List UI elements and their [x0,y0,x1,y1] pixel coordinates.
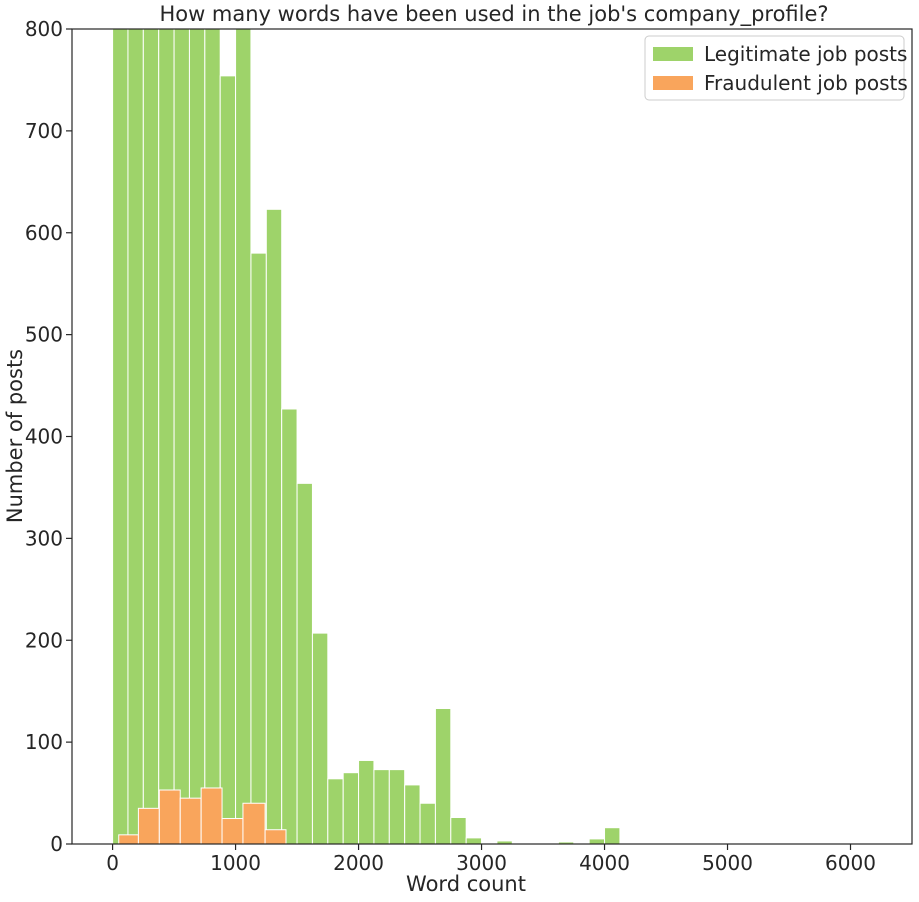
histogram-bar-legitimate-19 [404,784,421,845]
x-tick-label: 3000 [456,851,507,875]
histogram-bar-legitimate-5 [188,28,206,845]
histogram-bar-legitimate-6 [204,28,221,845]
histogram-bar-legitimate-4 [173,28,190,845]
histogram-bar-legitimate-0 [112,28,129,845]
y-tick-label: 300 [25,526,63,550]
y-tick-label: 200 [25,628,63,652]
x-axis-title: Word count [406,872,526,896]
histogram-bar-fraudulent-1 [137,807,160,845]
legend: Legitimate job posts Fraudulent job posts [644,35,908,101]
legend-label: Legitimate job posts [704,42,907,66]
x-tick-label: 1000 [210,851,261,875]
histogram-bar-legitimate-32 [604,827,621,845]
legend-swatch [653,47,693,61]
x-tick-label: 4000 [579,851,630,875]
histogram-bar-legitimate-2 [142,28,160,845]
histogram-bar-legitimate-16 [358,759,375,845]
legend-box [644,35,905,101]
histogram-bar-legitimate-10 [265,208,283,845]
histogram-bar-legitimate-11 [281,408,298,845]
histogram-bar-legitimate-12 [296,482,313,845]
histogram-bar-legitimate-23 [465,837,483,845]
histogram-bar-fraudulent-0 [118,834,139,845]
histogram-bar-legitimate-1 [127,28,144,845]
y-tick-label: 800 [25,17,63,41]
histogram-bar-legitimate-31 [588,838,606,845]
histogram-bar-legitimate-9 [250,252,267,845]
y-tick-label: 700 [25,119,63,143]
histogram-bar-legitimate-20 [419,802,436,845]
y-tick-label: 400 [25,425,63,449]
x-tick-label: 6000 [825,851,876,875]
histogram-bar-legitimate-13 [311,632,329,845]
legend-label: Fraudulent job posts [704,71,908,95]
y-tick-label: 600 [25,221,63,245]
x-tick-label: 0 [106,851,119,875]
histogram-bar-fraudulent-6 [242,802,266,845]
histogram-bar-fraudulent-7 [264,829,287,845]
histogram-bar-legitimate-14 [327,778,344,845]
x-tick-label: 2000 [333,851,384,875]
histogram-bar-legitimate-21 [434,708,452,845]
x-axis: 0 1000 2000 3000 4000 5000 6000 [106,844,876,875]
histogram-bar-fraudulent-3 [179,797,202,845]
histogram-bar-legitimate-18 [388,769,406,845]
bars-layer [112,28,621,845]
histogram-bar-legitimate-22 [450,817,467,845]
histogram-bar-legitimate-3 [158,28,175,845]
histogram-bar-fraudulent-4 [200,787,223,845]
histogram-bar-fraudulent-5 [221,818,244,845]
y-tick-label: 100 [25,730,63,754]
y-axis: 0 100 200 300 400 500 600 700 800 [25,17,72,856]
y-tick-label: 500 [25,323,63,347]
chart-title: How many words have been used in the job… [159,2,828,27]
legend-swatch [653,76,693,90]
histogram-bar-legitimate-8 [235,28,252,845]
x-tick-label: 5000 [702,851,753,875]
histogram-bar-fraudulent-2 [158,789,181,845]
histogram-bar-legitimate-17 [373,769,390,845]
y-tick-label: 0 [50,832,63,856]
y-axis-title: Number of posts [3,349,27,523]
histogram-bar-legitimate-7 [219,75,237,845]
histogram-bar-legitimate-15 [342,772,360,845]
